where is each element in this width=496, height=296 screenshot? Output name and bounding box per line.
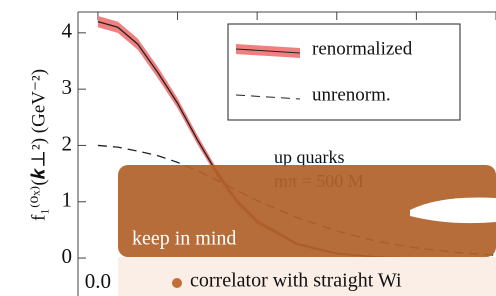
bullet <box>172 278 182 288</box>
y-tick-label: 1 <box>62 188 73 212</box>
box-item: correlator with straight Wi <box>190 270 402 292</box>
y-tick-label: 0 <box>62 244 73 268</box>
annotation: up quarks <box>274 147 345 167</box>
keep-in-mind-box: keep in mind correlator with straight Wi <box>118 165 496 296</box>
legend-label: renormalized <box>312 38 413 59</box>
legend-label: unrenorm. <box>312 84 391 105</box>
y-tick-label: 3 <box>62 75 73 99</box>
y-tick-label: 4 <box>62 19 73 43</box>
page: {"chart_data": {"type": "line", "y_label… <box>0 0 496 296</box>
slide: 012340.00.20.40.60.81.0f₁⁽⁰ˣ⁾(𝒌⊥²) (GeV⁻… <box>0 0 496 296</box>
box-title: keep in mind <box>132 228 236 250</box>
y-tick-label: 2 <box>62 131 73 155</box>
x-tick-label: 0.0 <box>85 269 111 293</box>
y-axis-label: f₁⁽⁰ˣ⁾(𝒌⊥²) (GeV⁻²) <box>28 69 49 221</box>
